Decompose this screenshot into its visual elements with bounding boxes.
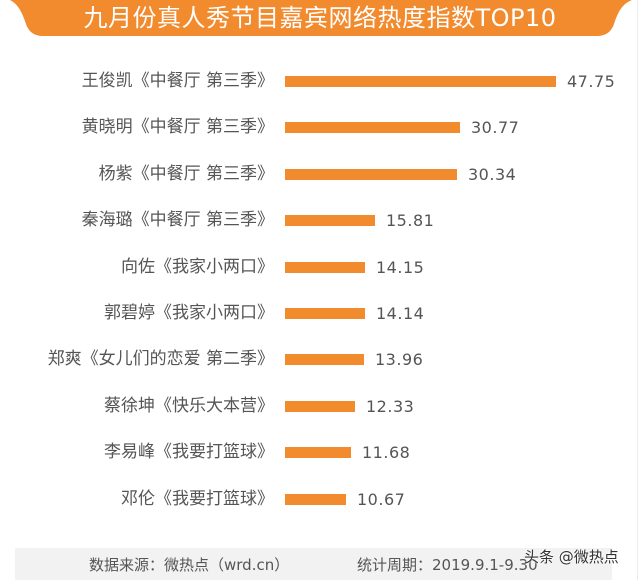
value-label: 10.67 [357,489,406,509]
category-label: 杨紫《中餐厅 第三季》 [98,163,274,184]
category-label: 邓伦《我要打篮球》 [121,488,274,509]
bar [285,493,346,505]
divider [637,0,638,580]
category-label: 李易峰《我要打篮球》 [104,442,274,463]
data-source: 数据来源：微热点（wrd.cn） [89,556,290,574]
value-label: 30.34 [468,164,517,184]
bar [285,261,365,273]
category-label: 蔡徐坤《快乐大本营》 [104,395,274,416]
value-label: 13.96 [375,350,424,370]
bar-row: 李易峰《我要打篮球》 11.68 [0,437,640,467]
category-label: 黄晓明《中餐厅 第三季》 [81,117,274,138]
value-label: 47.75 [567,72,616,91]
value-label: 14.15 [376,257,425,277]
footer-bar: 数据来源：微热点（wrd.cn） 统计周期：2019.9.1-9.30 [15,548,612,580]
category-label: 王俊凯《中餐厅 第三季》 [81,71,274,91]
bar-row: 秦海璐《中餐厅 第三季》 15.81 [0,205,640,235]
value-label: 11.68 [362,443,411,463]
bar-row: 王俊凯《中餐厅 第三季》 47.75 [0,66,640,96]
category-label: 郑爽《女儿们的恋爱 第二季》 [47,349,274,370]
bar [285,447,351,459]
category-label: 郭碧婷《我家小两口》 [104,303,274,323]
bar [285,400,355,412]
category-label: 秦海璐《中餐厅 第三季》 [81,210,274,231]
bar [285,76,556,87]
value-label: 15.81 [386,211,435,231]
watermark: 头条 @微热点 [524,548,619,566]
value-label: 30.77 [471,118,520,138]
title-banner: 九月份真人秀节目嘉宾网络热度指数TOP10 [0,0,640,38]
bar [285,354,364,366]
bar-row: 邓伦《我要打篮球》 10.67 [0,484,640,514]
bar-row: 黄晓明《中餐厅 第三季》 30.77 [0,112,640,142]
bar [285,122,460,134]
bar-chart: 王俊凯《中餐厅 第三季》 47.75 黄晓明《中餐厅 第三季》 30.77 杨紫《中餐厅… [0,66,640,514]
bar [285,215,375,227]
banner-shape [10,0,632,36]
category-label: 向佐《我家小两口》 [121,256,274,277]
bar-row: 蔡徐坤《快乐大本营》 12.33 [0,391,640,421]
value-label: 14.14 [376,304,425,323]
bar-row: 郭碧婷《我家小两口》 14.14 [0,298,640,328]
bar-row: 杨紫《中餐厅 第三季》 30.34 [0,159,640,189]
bar-row: 向佐《我家小两口》 14.15 [0,252,640,282]
bar [285,168,457,180]
stat-period: 统计周期：2019.9.1-9.30 [357,556,538,574]
bar-row: 郑爽《女儿们的恋爱 第二季》 13.96 [0,344,640,374]
bar [285,308,365,319]
value-label: 12.33 [366,396,415,416]
chart-title: 九月份真人秀节目嘉宾网络热度指数TOP10 [83,4,557,32]
